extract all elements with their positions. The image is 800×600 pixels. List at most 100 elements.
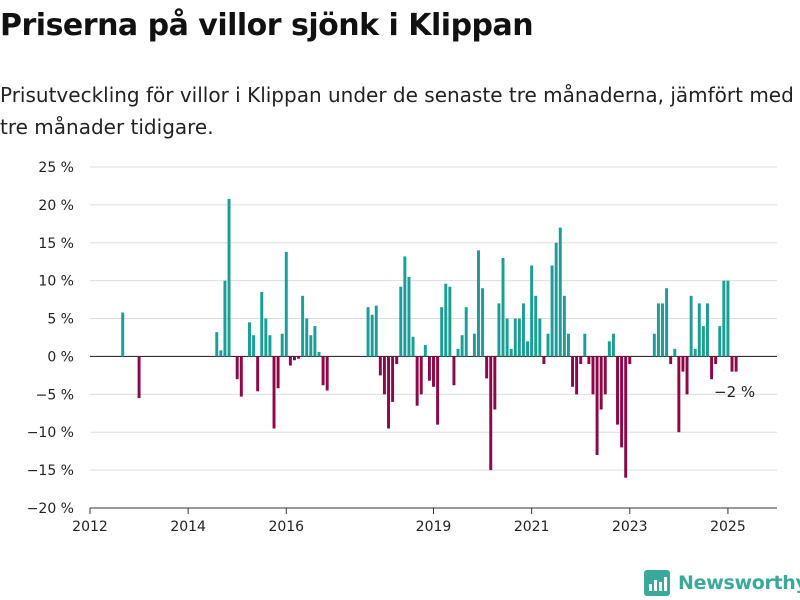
gridlines [90, 166, 777, 471]
bar [550, 265, 554, 357]
bar [121, 312, 125, 357]
bar [669, 356, 673, 365]
bar [656, 303, 660, 357]
bar [284, 251, 288, 357]
x-tick-label: 2023 [612, 519, 648, 535]
bar [661, 303, 664, 357]
y-tick-label: 5 % [47, 312, 74, 328]
bar [493, 356, 497, 410]
bar [530, 265, 534, 357]
newsworthy-logo-icon [644, 570, 670, 596]
bar [673, 348, 677, 357]
y-tick-label: 25 % [38, 160, 74, 176]
bar [219, 350, 223, 357]
bar [305, 318, 309, 357]
bar-chart: 25 % 20 % 15 % 10 % 5 % 0 % −5 % −10 % −15 % −20 … [27, 160, 777, 535]
bar [722, 280, 726, 357]
y-tick-label: 20 % [38, 198, 74, 214]
bar [718, 326, 722, 357]
bar [415, 356, 419, 406]
y-tick-label: 15 % [38, 236, 74, 252]
y-tick-label: −15 % [27, 463, 74, 479]
bar [714, 356, 718, 365]
bar [239, 356, 243, 397]
bar [726, 280, 730, 357]
x-tick-label: 2016 [268, 519, 304, 535]
bar [501, 257, 505, 357]
newsworthy-logo: Newsworthy [644, 568, 800, 598]
bar [427, 356, 431, 381]
bar [526, 341, 530, 357]
y-tick-label: 10 % [38, 274, 74, 290]
bar [611, 333, 615, 357]
bar [517, 318, 521, 357]
bar [440, 307, 444, 357]
x-tick-label: 2019 [416, 519, 452, 535]
bar [256, 356, 260, 392]
bar [575, 356, 579, 395]
bar [456, 348, 460, 357]
bar [542, 356, 546, 365]
bar [677, 356, 681, 433]
bar [566, 333, 570, 357]
bar [223, 280, 227, 357]
bar [411, 336, 415, 357]
bars [121, 198, 738, 478]
bar [260, 292, 264, 357]
chart-subtitle: Prisutveckling för villor i Klippan unde… [0, 83, 794, 139]
y-tick-label: −5 % [36, 387, 74, 403]
bar [403, 256, 407, 357]
y-tick-label: 0 % [47, 349, 74, 365]
bar [227, 198, 231, 357]
bar [444, 283, 448, 357]
bar [489, 356, 493, 471]
bar [620, 356, 624, 448]
bar [313, 326, 317, 357]
x-tick-label: 2014 [170, 519, 206, 535]
bar [387, 356, 390, 429]
y-axis-labels: 25 % 20 % 15 % 10 % 5 % 0 % −5 % −10 % −15 % −20 … [27, 160, 74, 517]
bar [579, 356, 583, 365]
bar [485, 356, 489, 379]
bar [448, 286, 452, 357]
bar [325, 356, 329, 391]
bar [616, 356, 619, 425]
bar [464, 307, 468, 357]
bar [280, 333, 284, 357]
bar [706, 303, 709, 357]
bar [391, 356, 395, 402]
bar [697, 303, 701, 357]
bar [562, 295, 566, 357]
x-axis-ticks: 2012 2014 2016 2019 2021 2023 2025 [72, 508, 746, 535]
bar [137, 356, 141, 399]
bar [599, 356, 603, 410]
bar [317, 351, 321, 357]
bar [472, 333, 476, 357]
bar [288, 356, 292, 366]
bar [591, 356, 595, 395]
y-tick-label: −20 % [27, 501, 74, 517]
bar [264, 318, 268, 357]
bar [587, 356, 591, 365]
bar [558, 227, 562, 357]
bar [452, 356, 456, 386]
bar [399, 286, 403, 357]
bar [554, 242, 558, 357]
bar [497, 303, 501, 357]
bar [395, 356, 399, 365]
bar [710, 356, 714, 380]
bar [689, 295, 693, 357]
bar [628, 356, 632, 365]
bar [571, 356, 575, 387]
bar [534, 295, 538, 357]
bar [248, 322, 251, 357]
bar [419, 356, 423, 395]
bar [374, 305, 378, 357]
bar [272, 356, 276, 429]
bar [436, 356, 440, 425]
bar [292, 356, 296, 361]
bar [366, 307, 370, 357]
chart-title: Priserna på villor sjönk i Klippan [0, 8, 534, 43]
bar [665, 288, 669, 357]
bar [370, 314, 374, 357]
